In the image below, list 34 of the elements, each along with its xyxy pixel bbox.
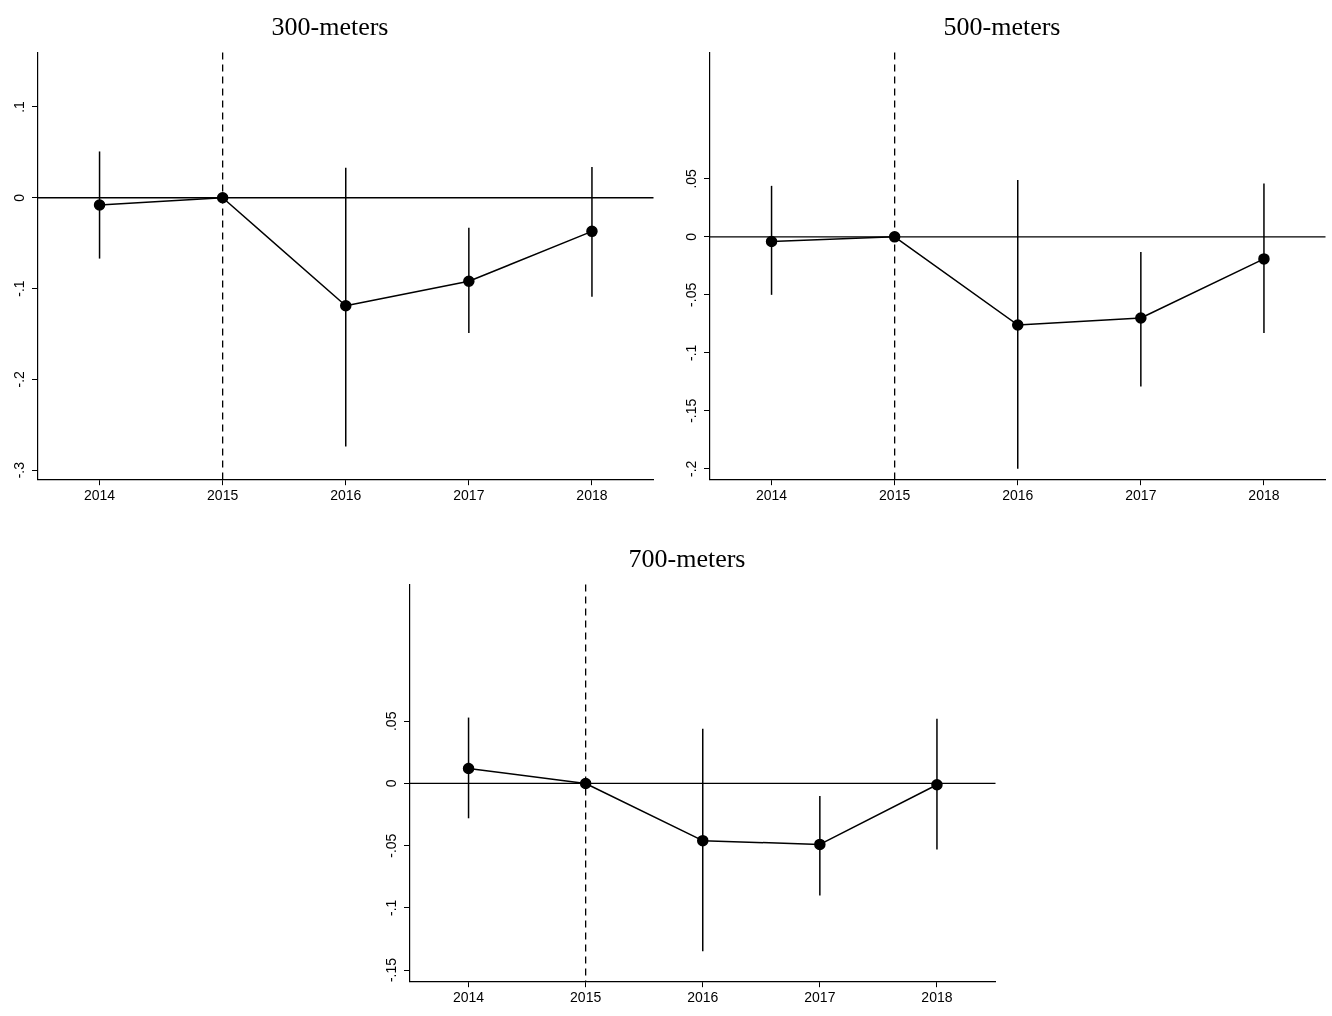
x-tick-label: 2018 bbox=[1248, 487, 1280, 504]
chart-title: 700-meters bbox=[627, 543, 747, 575]
y-tick-label: -.2 bbox=[682, 460, 699, 477]
x-tick-label: 2015 bbox=[879, 487, 911, 504]
y-tick-label: -.1 bbox=[10, 280, 27, 297]
x-tick-label: 2017 bbox=[804, 989, 836, 1006]
x-tick-label: 2015 bbox=[570, 989, 602, 1006]
y-tick-label: -.2 bbox=[10, 370, 27, 388]
y-tick-label: -.05 bbox=[682, 282, 699, 307]
x-tick-label: 2017 bbox=[453, 487, 485, 504]
x-tick-label: 2015 bbox=[207, 487, 239, 504]
x-tick-label: 2018 bbox=[921, 989, 953, 1006]
y-tick-label: .05 bbox=[682, 168, 699, 189]
x-tick-label: 2014 bbox=[755, 487, 788, 504]
x-tick-label: 2014 bbox=[83, 487, 116, 504]
y-tick-label: -.1 bbox=[382, 899, 399, 916]
x-tick-label: 2016 bbox=[687, 989, 719, 1006]
y-tick-label: -.3 bbox=[10, 461, 27, 479]
y-tick-label: -.05 bbox=[382, 833, 399, 858]
chart-title: 500-meters bbox=[942, 11, 1062, 43]
x-tick-label: 2018 bbox=[576, 487, 608, 504]
y-tick-label: 0 bbox=[382, 779, 399, 788]
y-tick-label: .1 bbox=[10, 100, 27, 113]
x-tick-label: 2017 bbox=[1125, 487, 1157, 504]
y-tick-label: -.1 bbox=[682, 344, 699, 361]
y-tick-label: -.15 bbox=[382, 957, 399, 983]
y-tick-label: -.15 bbox=[682, 398, 699, 423]
x-tick-label: 2016 bbox=[330, 487, 362, 504]
x-tick-label: 2016 bbox=[1002, 487, 1034, 504]
x-tick-label: 2014 bbox=[452, 989, 485, 1006]
chart-title: 300-meters bbox=[270, 11, 390, 43]
y-tick-label: 0 bbox=[10, 193, 27, 202]
y-tick-label: 0 bbox=[682, 232, 699, 241]
y-tick-label: .05 bbox=[382, 711, 399, 732]
